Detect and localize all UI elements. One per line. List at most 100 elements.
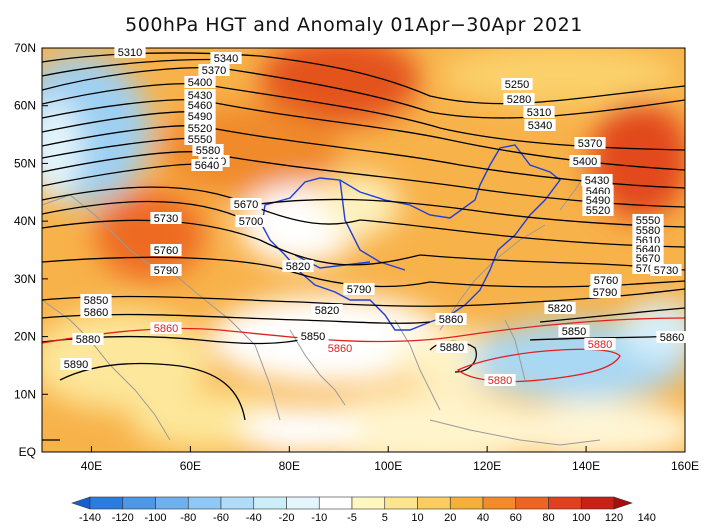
colorbar-label: 5	[382, 512, 388, 524]
colorbar-swatch	[449, 496, 484, 510]
contour-value-label: 5340	[528, 120, 552, 132]
contour-label-box	[589, 286, 621, 298]
contour-value-label: 5880	[588, 339, 612, 351]
contour-value-label: 5860	[660, 332, 684, 344]
contour-label-box	[569, 155, 601, 167]
latitude-label: 50N	[14, 156, 36, 170]
contour-label-box	[544, 302, 576, 314]
contour-label-box	[343, 283, 375, 295]
contour-label-box	[184, 89, 216, 101]
contour-label-box	[501, 78, 533, 90]
colorbar-swatch	[417, 496, 451, 510]
colorbar-swatch	[286, 496, 320, 510]
contour-label-box	[184, 76, 216, 88]
contour-label-box	[632, 224, 664, 236]
contour-label-box	[184, 99, 216, 111]
contour-value-label: 5890	[64, 359, 88, 371]
latitude-label: 20N	[14, 330, 36, 344]
contour-label-box	[436, 341, 468, 353]
colorbar-label: 140	[638, 512, 656, 524]
contour-label-box	[198, 64, 230, 76]
contour-value-label: 5730	[154, 213, 178, 225]
colorbar-swatch	[351, 496, 386, 510]
latitude-label: 70N	[14, 41, 36, 55]
colorbar-swatch	[318, 496, 353, 510]
map-plot-area	[42, 48, 685, 452]
map-frame	[41, 47, 686, 453]
colorbar-swatch	[515, 496, 549, 510]
contour-value-label: 5430	[585, 175, 609, 187]
contour-value-label: 5860	[328, 343, 352, 355]
contour-value-label: 5700	[239, 216, 263, 228]
contour-value-label: 5860	[439, 314, 463, 326]
colorbar-label: -40	[246, 512, 262, 524]
contour-value-label: 5820	[315, 305, 339, 317]
longitude-label: 60E	[180, 459, 201, 473]
contour-label-box	[581, 174, 613, 186]
longitude-label: 160E	[671, 459, 699, 473]
colorbar-label: -100	[144, 512, 166, 524]
latitude-label: EQ	[19, 445, 36, 459]
colorbar-label: 60	[510, 512, 522, 524]
contour-value-label: 5370	[578, 138, 602, 150]
latitude-label: 30N	[14, 272, 36, 286]
contour-value-label: 5820	[286, 261, 310, 273]
contour-value-label: 5580	[196, 145, 220, 157]
contour-value-label: 5790	[154, 265, 178, 277]
contour-label-box	[150, 212, 182, 224]
colorbar-label: 40	[477, 512, 489, 524]
colorbar-swatch	[155, 496, 189, 510]
colorbar-arrow-low	[71, 496, 91, 510]
contour-label-box	[435, 313, 467, 325]
contour-label-box	[80, 294, 112, 306]
contour-value-label: 5520	[188, 123, 212, 135]
contour-label-box	[484, 374, 516, 386]
contour-value-label: 5820	[548, 303, 572, 315]
contour-value-label: 5760	[594, 275, 618, 287]
contour-label-box	[235, 215, 267, 227]
contour-label-box	[184, 110, 216, 122]
colorbar: -140 -120 -100 -80 -60 -40 -20 -10 -5 5 10 20 40 60 80…	[71, 496, 656, 524]
longitude-label: 100E	[374, 459, 402, 473]
contour-label-box	[297, 330, 329, 342]
colorbar-label: 80	[542, 512, 554, 524]
contour-value-label: 5850	[84, 295, 108, 307]
longitude-label: 140E	[572, 459, 600, 473]
contour-value-label: 5860	[84, 307, 108, 319]
contour-value-label: 5250	[505, 79, 529, 91]
colorbar-swatch	[384, 496, 418, 510]
contour-value-label: 5790	[593, 287, 617, 299]
contour-label-box	[184, 133, 216, 145]
colorbar-label: -10	[311, 512, 327, 524]
contour-label-box	[582, 204, 614, 216]
contour-label-box	[524, 119, 556, 131]
contour-label-box	[150, 322, 182, 334]
contour-label-box	[150, 264, 182, 276]
colorbar-swatch	[220, 496, 255, 510]
contour-label-box	[574, 137, 606, 149]
colorbar-label: 20	[444, 512, 456, 524]
contour-label-box	[210, 52, 242, 64]
colorbar-swatch	[122, 496, 156, 510]
contour-label-box	[184, 122, 216, 134]
contour-value-label: 5880	[76, 334, 100, 346]
contour-label-box	[558, 325, 590, 337]
colorbar-label: -5	[347, 512, 357, 524]
longitude-label: 40E	[81, 459, 102, 473]
contour-value-label: 5860	[154, 323, 178, 335]
longitude-labels: 40E 60E 80E 100E 120E 140E 160E	[81, 446, 699, 473]
contour-value-label: 5490	[188, 111, 212, 123]
colorbar-label: 100	[572, 512, 590, 524]
contour-value-label: 5790	[347, 284, 371, 296]
contour-label-box	[80, 306, 112, 318]
contour-value-label: 5880	[440, 342, 464, 354]
contour-label-box	[590, 274, 622, 286]
colorbar-swatch	[89, 496, 124, 510]
contour-value-label: 5520	[586, 205, 610, 217]
colorbar-label: -60	[213, 512, 229, 524]
latitude-labels: 70N 60N 50N 40N 30N 20N 10N EQ	[14, 41, 48, 459]
contour-value-label: 5850	[562, 326, 586, 338]
contour-value-label: 5640	[195, 160, 219, 172]
contour-label-box	[632, 252, 664, 264]
